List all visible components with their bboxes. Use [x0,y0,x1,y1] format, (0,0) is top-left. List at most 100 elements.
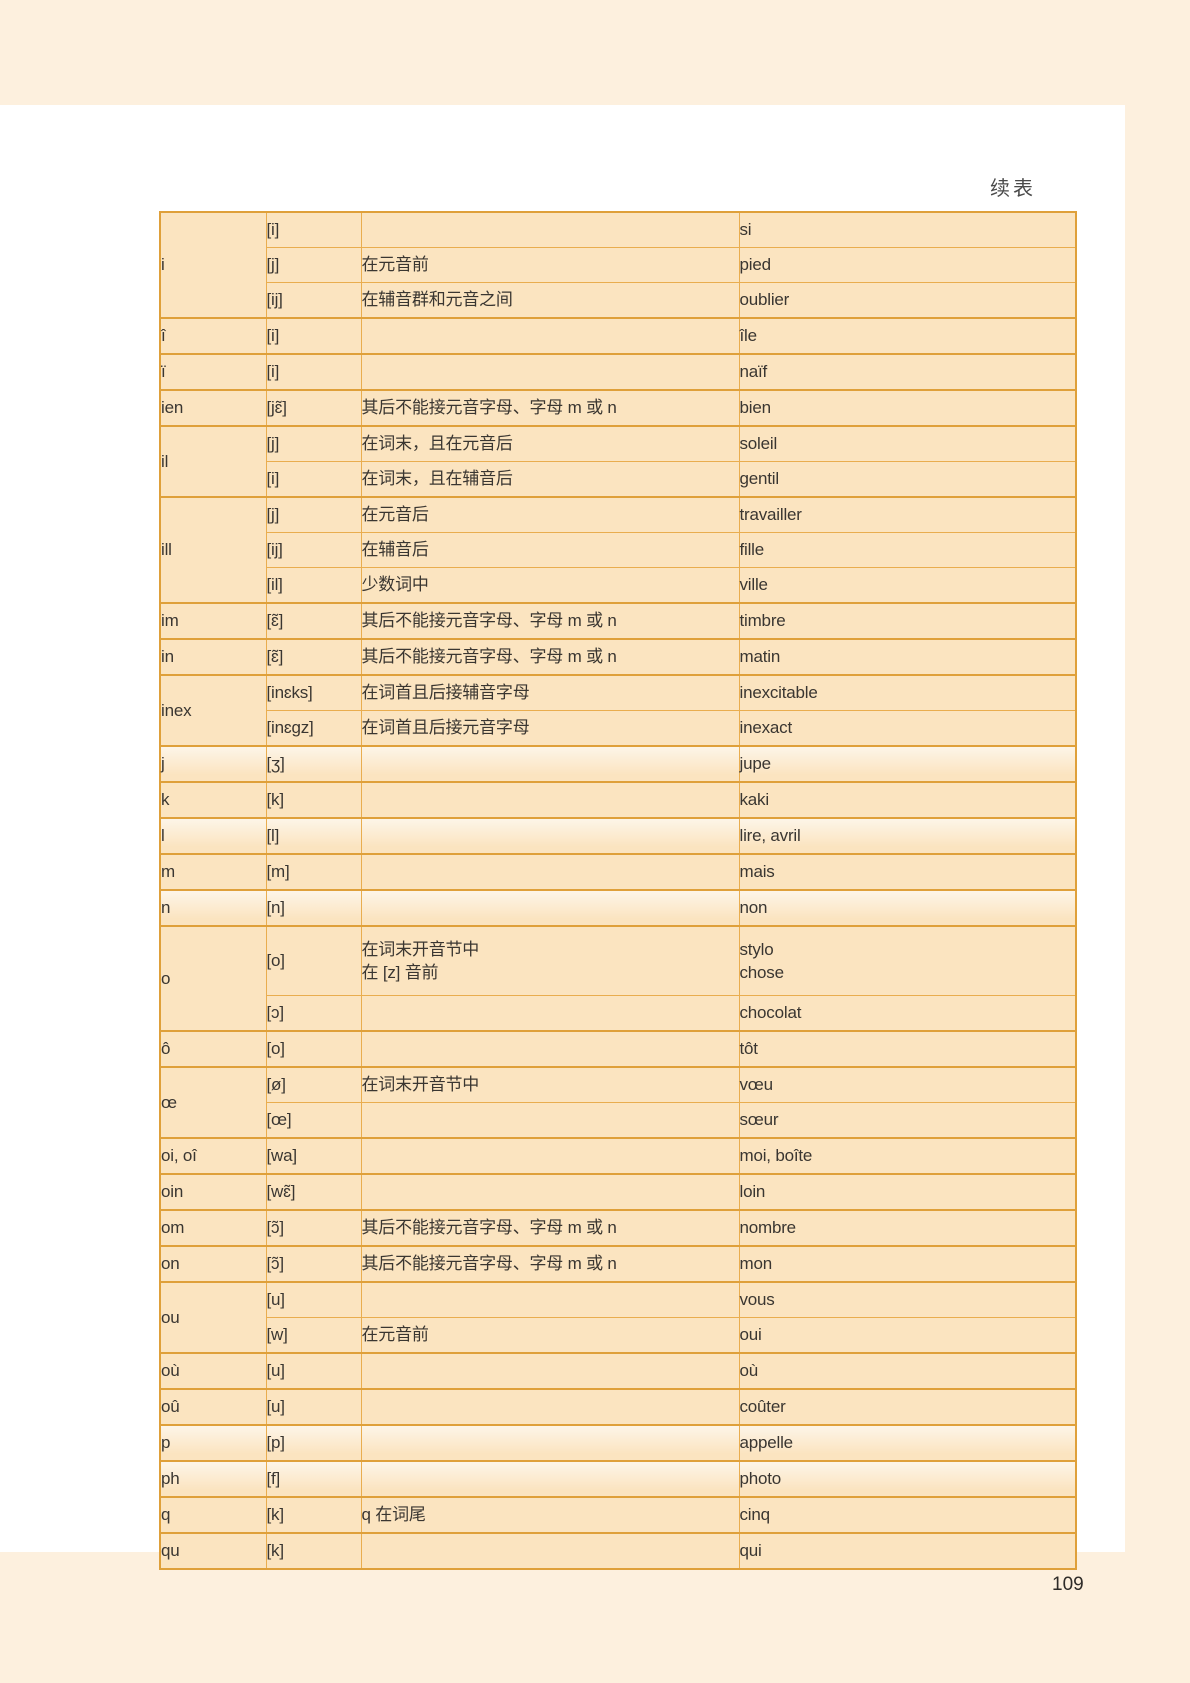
table-row: on [ɔ̃] 其后不能接元音字母、字母 m 或 n mon [159,1245,1077,1283]
example-cell: non [738,889,1077,927]
condition-cell [360,1352,740,1390]
condition-cell [360,211,740,248]
letter-cell: ou [159,1281,267,1354]
condition-cell [360,1532,740,1570]
example-cell: pied [738,247,1077,283]
condition-line: 在词末开音节中 [361,940,480,959]
example-cell: île [738,317,1077,355]
pronunciation-cell: [ɔ̃] [265,1245,362,1283]
table-row: oû [u] coûter [159,1388,1077,1426]
letter-cell: i [159,211,267,319]
table-row: [œ] sœur [160,1102,1077,1139]
letter-cell: ph [159,1460,267,1498]
pronunciation-cell: [il] [265,567,362,604]
pronunciation-cell: [ɛ̃] [265,638,362,676]
condition-cell [360,1388,740,1426]
table-row: [il] 少数词中 ville [160,567,1077,604]
letter-cell: o [159,925,267,1032]
letter-cell: j [159,745,267,783]
letter-cell: oin [159,1173,267,1211]
condition-cell [360,1281,740,1318]
condition-cell: 在词末开音节中在 [z] 音前 [360,925,740,996]
pronunciation-cell: [ɛ̃] [265,602,362,640]
condition-cell [360,1173,740,1211]
pronunciation-cell: [ij] [265,532,362,568]
example-cell: mon [738,1245,1077,1283]
book-page-white-area: 续表 i [i] si [j] 在元音前 pied [ij] 在辅音群和元音之间 oublier… [0,105,1125,1570]
pronunciation-cell: [i] [265,211,362,248]
letter-cell: ien [159,389,267,427]
letter-cell: ill [159,496,267,604]
table-row: [j] 在元音前 pied [160,247,1077,283]
pronunciation-cell: [inɛks] [265,674,362,711]
example-line: stylo [739,940,774,959]
letter-cell: où [159,1352,267,1390]
example-cell: coûter [738,1388,1077,1426]
letter-cell: ô [159,1030,267,1068]
page-number: 109 [1052,1574,1084,1595]
example-cell: si [738,211,1077,248]
table-row: î [i] île [159,317,1077,355]
letter-cell: œ [159,1066,267,1139]
example-cell: oublier [738,282,1077,319]
pronunciation-cell: [i] [265,317,362,355]
letter-cell: î [159,317,267,355]
pronunciation-cell: [m] [265,853,362,891]
table-row: im [ɛ̃] 其后不能接元音字母、字母 m 或 n timbre [159,602,1077,640]
table-row: i [i] si [159,211,1077,319]
condition-cell [360,817,740,855]
pronunciation-cell: [k] [265,781,362,819]
letter-cell: m [159,853,267,891]
condition-cell [360,995,740,1032]
pronunciation-cell: [w] [265,1317,362,1354]
example-cell: inexcitable [738,674,1077,711]
table-row: oin [wɛ̃] loin [159,1173,1077,1211]
pronunciation-cell: [j] [265,425,362,462]
table-row: inex [inɛks] 在词首且后接辅音字母 inexcitable [159,674,1077,747]
condition-cell [360,317,740,355]
table-row: ou [u] vous [159,1281,1077,1354]
example-cell: bien [738,389,1077,427]
pronunciation-cell: [u] [265,1281,362,1318]
table-row: j [ʒ] jupe [159,745,1077,783]
condition-cell: q 在词尾 [360,1496,740,1534]
condition-cell [360,781,740,819]
letter-cell: l [159,817,267,855]
pronunciation-cell: [ɔ̃] [265,1209,362,1247]
pronunciation-cell: [inɛgz] [265,710,362,747]
example-cell: chocolat [738,995,1077,1032]
example-cell: appelle [738,1424,1077,1462]
pronunciation-cell: [ʒ] [265,745,362,783]
pronunciation-cell: [wɛ̃] [265,1173,362,1211]
condition-cell: 少数词中 [360,567,740,604]
condition-cell [360,1460,740,1498]
example-cell: moi, boîte [738,1137,1077,1175]
letter-cell: oi, oî [159,1137,267,1175]
table-row: q [k] q 在词尾 cinq [159,1496,1077,1534]
pronunciation-cell: [i] [265,461,362,498]
table-row: om [ɔ̃] 其后不能接元音字母、字母 m 或 n nombre [159,1209,1077,1247]
pronunciation-cell: [j] [265,247,362,283]
condition-cell [360,1137,740,1175]
pronunciation-cell: [jɛ̃] [265,389,362,427]
example-cell: travailler [738,496,1077,533]
table-row: où [u] où [159,1352,1077,1390]
example-cell: stylo chose [738,925,1077,996]
condition-cell: 其后不能接元音字母、字母 m 或 n [360,389,740,427]
table-row: k [k] kaki [159,781,1077,819]
table-row: [i] 在词末，且在辅音后 gentil [160,461,1077,498]
pronunciation-cell: [p] [265,1424,362,1462]
pronunciation-table: i [i] si [j] 在元音前 pied [ij] 在辅音群和元音之间 oublier î [i… [159,211,1077,1570]
table-row: ô [o] tôt [159,1030,1077,1068]
example-cell: sœur [738,1102,1077,1139]
table-row: ien [jɛ̃] 其后不能接元音字母、字母 m 或 n bien [159,389,1077,427]
example-cell: matin [738,638,1077,676]
letter-cell: k [159,781,267,819]
example-cell: inexact [738,710,1077,747]
condition-cell: 在词末，且在辅音后 [360,461,740,498]
pronunciation-cell: [u] [265,1352,362,1390]
example-line: chose [739,963,785,982]
letter-cell: il [159,425,267,498]
example-cell: où [738,1352,1077,1390]
pronunciation-cell: [n] [265,889,362,927]
